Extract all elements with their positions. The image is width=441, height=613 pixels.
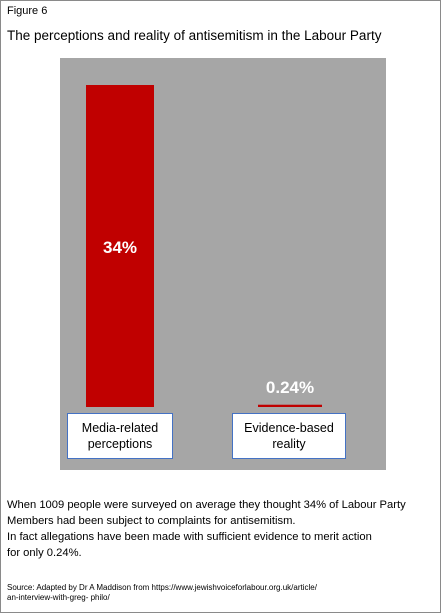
note-line: for only 0.24%. [7,547,82,559]
figure-label: Figure 6 [7,5,48,17]
category-label-line: perceptions [87,437,153,451]
note-line: Members had been subject to complaints f… [7,515,296,527]
source-line: an-interview-with-greg- philo/ [7,593,110,602]
bar-evidence-based-reality [258,404,322,407]
data-label-media-related-perceptions: 34% [103,238,137,257]
survey-note: When 1009 people were surveyed on averag… [7,497,441,561]
note-line: In fact allegations have been made with … [7,531,372,543]
data-label-evidence-based-reality: 0.24% [266,378,314,397]
category-label-line: Media-related [81,421,159,435]
chart-title: The perceptions and reality of antisemit… [7,28,382,43]
source-line: Source: Adapted by Dr A Maddison from ht… [7,583,317,592]
bar-media-related-perceptions [86,85,154,407]
category-label-evidence-based-reality: Evidence-based reality [232,413,346,459]
category-label-line: reality [272,437,306,451]
category-label-line: Evidence-based [244,421,334,435]
note-line: When 1009 people were surveyed on averag… [7,499,406,511]
source-citation: Source: Adapted by Dr A Maddison from ht… [7,583,317,603]
category-label-media-related-perceptions: Media-related perceptions [67,413,173,459]
